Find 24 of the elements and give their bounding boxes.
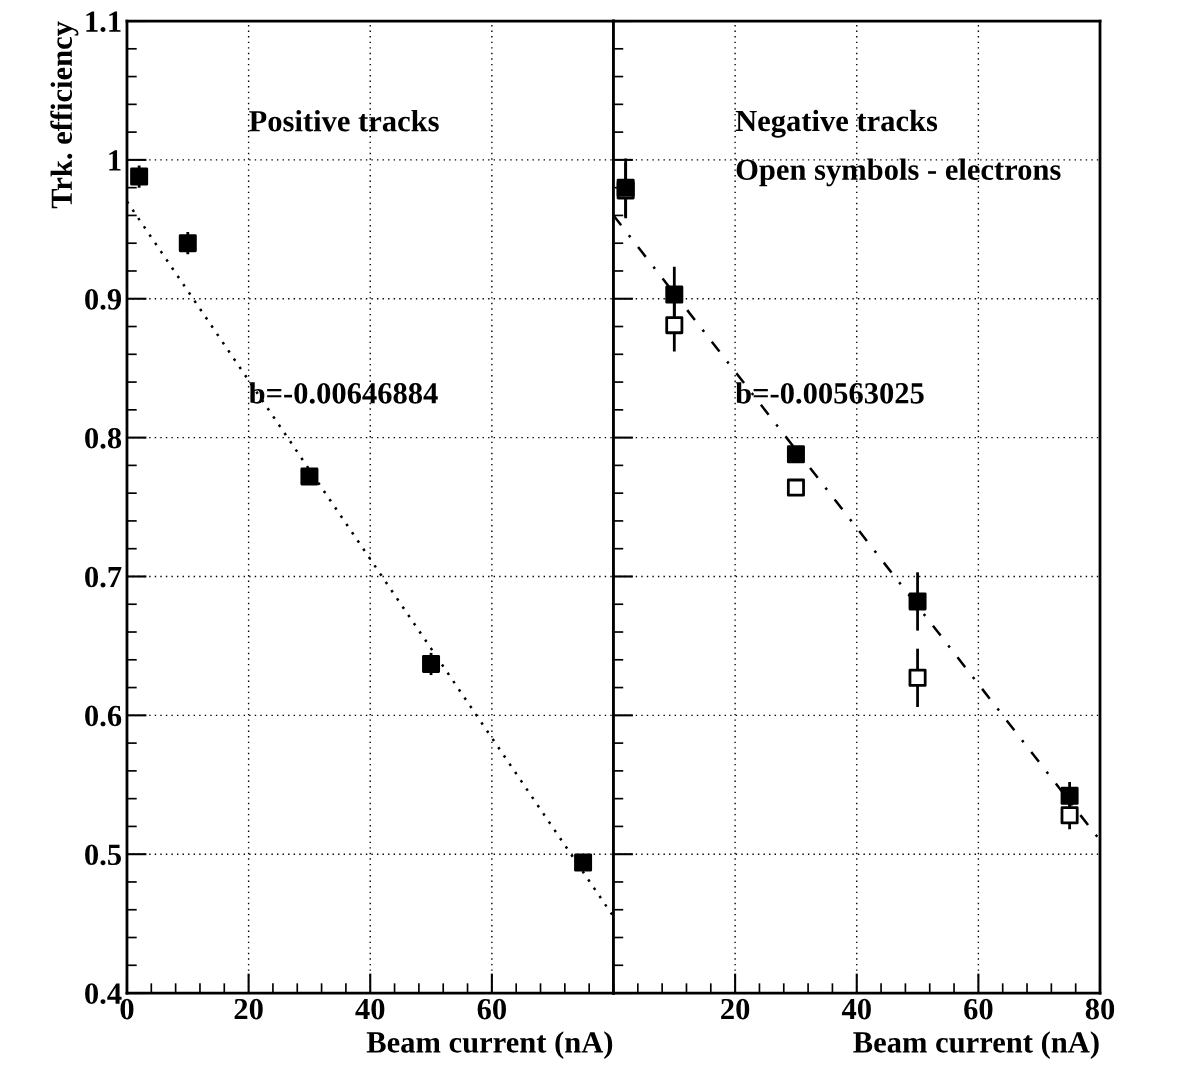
y-tick-label: 0.8 [85,427,122,449]
x-tick-label: 20 [234,998,263,1020]
x-axis-title: Beam current (nA) [853,1031,1099,1059]
y-tick-label: 1.1 [86,11,121,33]
y-axis-title: Trk. efficiency [50,21,79,209]
annotation: Positive tracks [249,109,439,132]
x-tick-label: 60 [964,998,993,1020]
x-axis-title: Beam current (nA) [366,1031,613,1059]
y-tick-label: 0.7 [85,566,122,588]
annotation: Negative tracks [735,109,938,138]
y-tick-label: 0.9 [85,289,122,310]
x-tick-label: 60 [477,998,506,1020]
y-tick-label: 0.6 [85,705,122,727]
y-tick-label: 0.5 [85,844,121,866]
x-tick-label: 20 [721,998,750,1020]
x-tick-label: 0 [120,998,134,1020]
x-tick-label: 40 [355,998,385,1020]
y-tick-label: 1 [109,150,121,171]
annotation: b=-0.00646884 [248,382,438,404]
annotation: b=-0.00563025 [735,382,924,404]
y-tick-label: 0.4 [85,983,122,1005]
annotation: Open symbols - electrons [736,158,1061,187]
x-tick-label: 80 [1085,998,1115,1020]
x-tick-label: 40 [841,998,871,1020]
